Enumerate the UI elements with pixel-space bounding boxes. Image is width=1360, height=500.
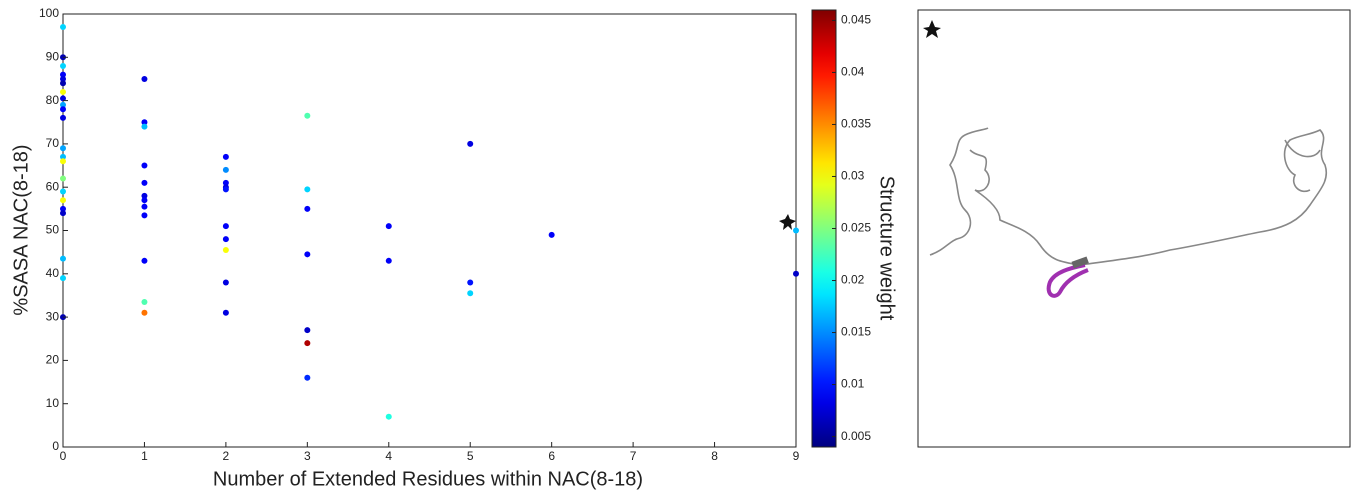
colorbar-tick-label: 0.01: [841, 377, 865, 391]
y-tick-label: 70: [46, 136, 60, 150]
point: [385, 223, 392, 230]
y-tick-label: 0: [52, 439, 59, 453]
point: [304, 205, 311, 212]
point: [304, 186, 311, 193]
point: [141, 309, 148, 316]
point: [60, 210, 66, 217]
point: [141, 75, 148, 82]
colorbar-tick-label: 0.025: [841, 221, 871, 235]
protein-backbone: [929, 127, 1328, 266]
x-tick-label: 3: [304, 449, 311, 463]
point: [222, 246, 229, 253]
colorbar-tick-label: 0.03: [841, 169, 865, 183]
y-tick-label: 40: [46, 266, 60, 280]
x-tick-label: 6: [548, 449, 555, 463]
point: [141, 257, 148, 264]
point: [60, 153, 66, 160]
structure-panel: [917, 9, 1351, 448]
helix-turn: [1071, 256, 1089, 269]
y-tick-label: 90: [46, 49, 60, 63]
point: [141, 298, 148, 305]
star-icon: [923, 20, 941, 38]
point: [60, 23, 66, 30]
plot-frame: [62, 13, 797, 448]
point: [60, 62, 66, 69]
point: [60, 80, 66, 87]
y-tick-label: 30: [46, 309, 60, 323]
colorbar-tick-label: 0.04: [841, 65, 865, 79]
point: [60, 88, 66, 95]
x-axis-label: Number of Extended Residues within NAC(8…: [213, 468, 643, 490]
y-tick-label: 60: [46, 179, 60, 193]
point: [60, 275, 66, 282]
point: [60, 75, 66, 82]
point: [60, 95, 66, 102]
point: [222, 223, 229, 230]
point: [141, 197, 148, 204]
x-tick-label: 2: [223, 449, 230, 463]
point: [793, 270, 799, 277]
point: [304, 112, 311, 119]
point: [60, 188, 66, 195]
point: [467, 140, 474, 147]
x-tick-label: 8: [711, 449, 718, 463]
point: [222, 186, 229, 193]
point: [304, 340, 311, 347]
point: [222, 179, 229, 186]
x-tick-label: 0: [60, 449, 67, 463]
point: [304, 374, 311, 381]
panel-frame: [917, 9, 1351, 448]
point: [222, 166, 229, 173]
colorbar-tick-label: 0.015: [841, 325, 871, 339]
colorbar-tick-label: 0.035: [841, 117, 871, 131]
beta-hairpin: [1046, 263, 1089, 298]
y-tick-label: 100: [39, 6, 59, 20]
colorbar-label: Structure weight: [876, 176, 898, 321]
point: [467, 279, 474, 286]
point: [60, 205, 66, 212]
y-tick-label: 50: [46, 223, 60, 237]
colorbar-tick-label: 0.045: [841, 13, 871, 27]
point: [141, 162, 148, 169]
point: [60, 175, 66, 182]
colorbar-tick-label: 0.02: [841, 273, 865, 287]
point: [793, 227, 799, 234]
point: [141, 179, 148, 186]
y-tick-label: 80: [46, 93, 60, 107]
point: [222, 309, 229, 316]
point: [60, 106, 66, 113]
x-tick-label: 4: [385, 449, 392, 463]
point: [60, 158, 66, 165]
point: [548, 231, 555, 238]
point: [60, 255, 66, 262]
star-marker: [779, 214, 796, 230]
point: [60, 145, 66, 152]
point: [385, 413, 392, 420]
point: [141, 123, 148, 130]
point: [60, 114, 66, 121]
x-tick-label: 9: [793, 449, 800, 463]
point: [60, 197, 66, 204]
x-tick-label: 5: [467, 449, 474, 463]
x-tick-label: 1: [141, 449, 148, 463]
point: [141, 203, 148, 210]
point: [222, 279, 229, 286]
point: [141, 119, 148, 126]
point: [141, 192, 148, 199]
point: [304, 327, 311, 334]
x-tick-label: 7: [630, 449, 637, 463]
point: [304, 251, 311, 258]
colorbar-tick-label: 0.005: [841, 429, 871, 443]
y-tick-label: 10: [46, 396, 60, 410]
point: [467, 290, 474, 297]
point: [141, 212, 148, 219]
point: [60, 71, 66, 78]
y-axis-label: %SASA NAC(8-18): [10, 144, 32, 315]
y-tick-label: 20: [46, 353, 60, 367]
point: [222, 236, 229, 243]
point: [60, 101, 66, 108]
point: [222, 153, 229, 160]
point: [385, 257, 392, 264]
